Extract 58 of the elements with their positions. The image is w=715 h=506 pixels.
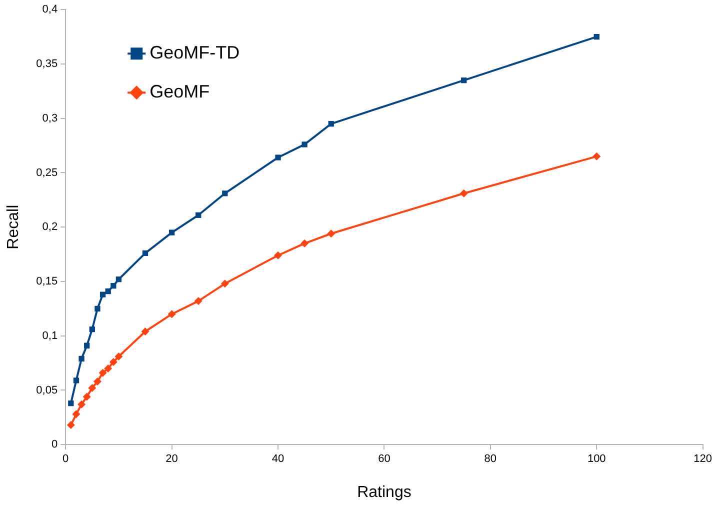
x-tick-label: 0 xyxy=(62,453,69,466)
x-tick-label: 120 xyxy=(694,453,712,466)
point xyxy=(196,212,202,218)
point xyxy=(327,230,336,238)
point xyxy=(168,230,175,236)
point xyxy=(105,288,111,294)
point xyxy=(168,310,176,318)
point xyxy=(460,189,468,198)
point xyxy=(222,190,228,196)
point xyxy=(93,378,102,386)
x-tick-label: 60 xyxy=(378,453,390,466)
point xyxy=(142,250,148,256)
x-tick-label: 80 xyxy=(484,453,497,466)
y-tick-label: 0,1 xyxy=(42,330,58,342)
y-tick-label: 0,25 xyxy=(36,166,58,179)
y-tick-label: 0,3 xyxy=(42,112,58,124)
point xyxy=(72,410,80,418)
point xyxy=(82,392,91,401)
point xyxy=(66,421,75,430)
point xyxy=(110,282,116,289)
point xyxy=(114,352,123,361)
legend-label: GeoMF xyxy=(150,82,210,102)
point xyxy=(98,368,107,377)
point xyxy=(88,384,96,392)
point xyxy=(275,154,281,160)
point xyxy=(89,326,95,332)
point xyxy=(274,251,282,260)
y-tick-label: 0,05 xyxy=(36,384,58,396)
y-tick-label: 0,4 xyxy=(42,4,58,16)
x-tick-label: 40 xyxy=(272,453,284,466)
x-axis-title: Ratings xyxy=(357,484,412,501)
x-tick-label: 100 xyxy=(587,453,606,466)
y-tick-label: 0,15 xyxy=(36,276,58,288)
point xyxy=(220,280,229,288)
point xyxy=(116,276,122,282)
point xyxy=(94,306,100,312)
y-tick-label: 0,2 xyxy=(42,221,58,234)
y-tick-label: 0 xyxy=(51,438,58,451)
point xyxy=(78,400,86,408)
point xyxy=(461,77,467,84)
point xyxy=(141,328,150,336)
point xyxy=(194,297,202,306)
legend-label: GeoMF-TD xyxy=(150,42,240,63)
point xyxy=(100,292,106,298)
x-tick-label: 20 xyxy=(166,453,178,466)
point xyxy=(68,400,74,406)
point xyxy=(594,34,600,40)
y-axis-title: Recall xyxy=(5,204,22,250)
point xyxy=(104,364,112,372)
point xyxy=(302,142,308,148)
point xyxy=(109,358,118,366)
point xyxy=(300,239,309,248)
point xyxy=(78,356,84,362)
point xyxy=(592,152,601,160)
point xyxy=(328,120,334,127)
point xyxy=(84,342,90,348)
y-tick-label: 0,35 xyxy=(36,58,58,70)
point xyxy=(73,378,80,384)
